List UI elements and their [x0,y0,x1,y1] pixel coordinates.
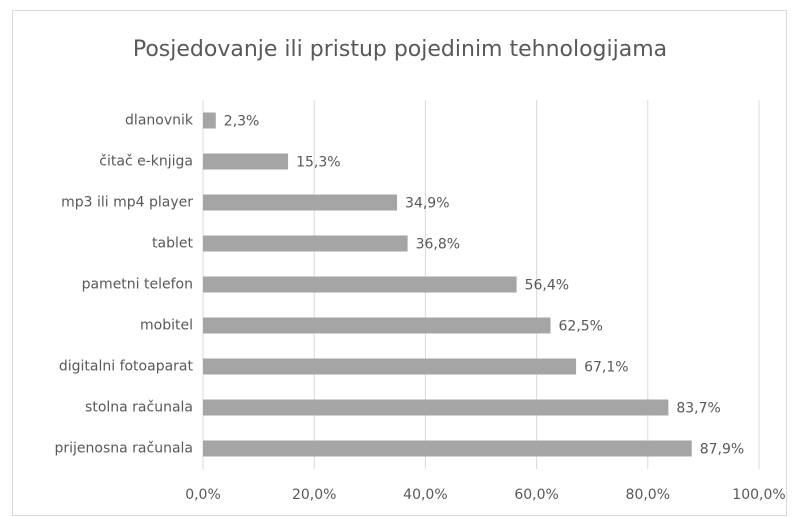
y-tick-label: stolna računala [85,400,193,416]
x-tick-label: 40,0% [403,487,447,503]
data-label: 83,7% [676,401,720,417]
bar [203,276,517,293]
y-tick-label: pametni telefon [82,277,193,293]
data-label: 87,9% [700,442,744,458]
data-label: 15,3% [296,155,340,171]
data-label: 62,5% [559,319,603,335]
x-tick-label: 20,0% [292,487,336,503]
y-tick-label: čitač e-knjiga [99,154,193,170]
y-tick-label: tablet [152,236,193,252]
x-tick-label: 80,0% [626,487,670,503]
data-label: 2,3% [224,114,260,130]
x-tick-label: 100,0% [732,487,785,503]
bar [203,358,577,375]
bar [203,153,289,170]
y-tick-label: mp3 ili mp4 player [61,195,193,211]
data-label: 34,9% [405,196,449,212]
bar [203,112,216,129]
x-tick-label: 0,0% [185,487,221,503]
bar [203,317,551,334]
y-tick-label: mobitel [140,318,193,334]
bar [203,235,408,252]
chart-title: Posjedovanje ili pristup pojedinim tehno… [133,37,667,62]
data-label: 56,4% [525,278,569,294]
chart-frame [12,10,787,516]
bar [203,440,692,457]
data-label: 36,8% [416,237,460,253]
bar [203,194,398,211]
bar [203,399,669,416]
y-tick-label: digitalni fotoaparat [59,359,194,375]
x-tick-label: 60,0% [514,487,558,503]
y-tick-label: dlanovnik [125,113,194,129]
y-tick-label: prijenosna računala [55,441,194,457]
data-label: 67,1% [584,360,628,376]
